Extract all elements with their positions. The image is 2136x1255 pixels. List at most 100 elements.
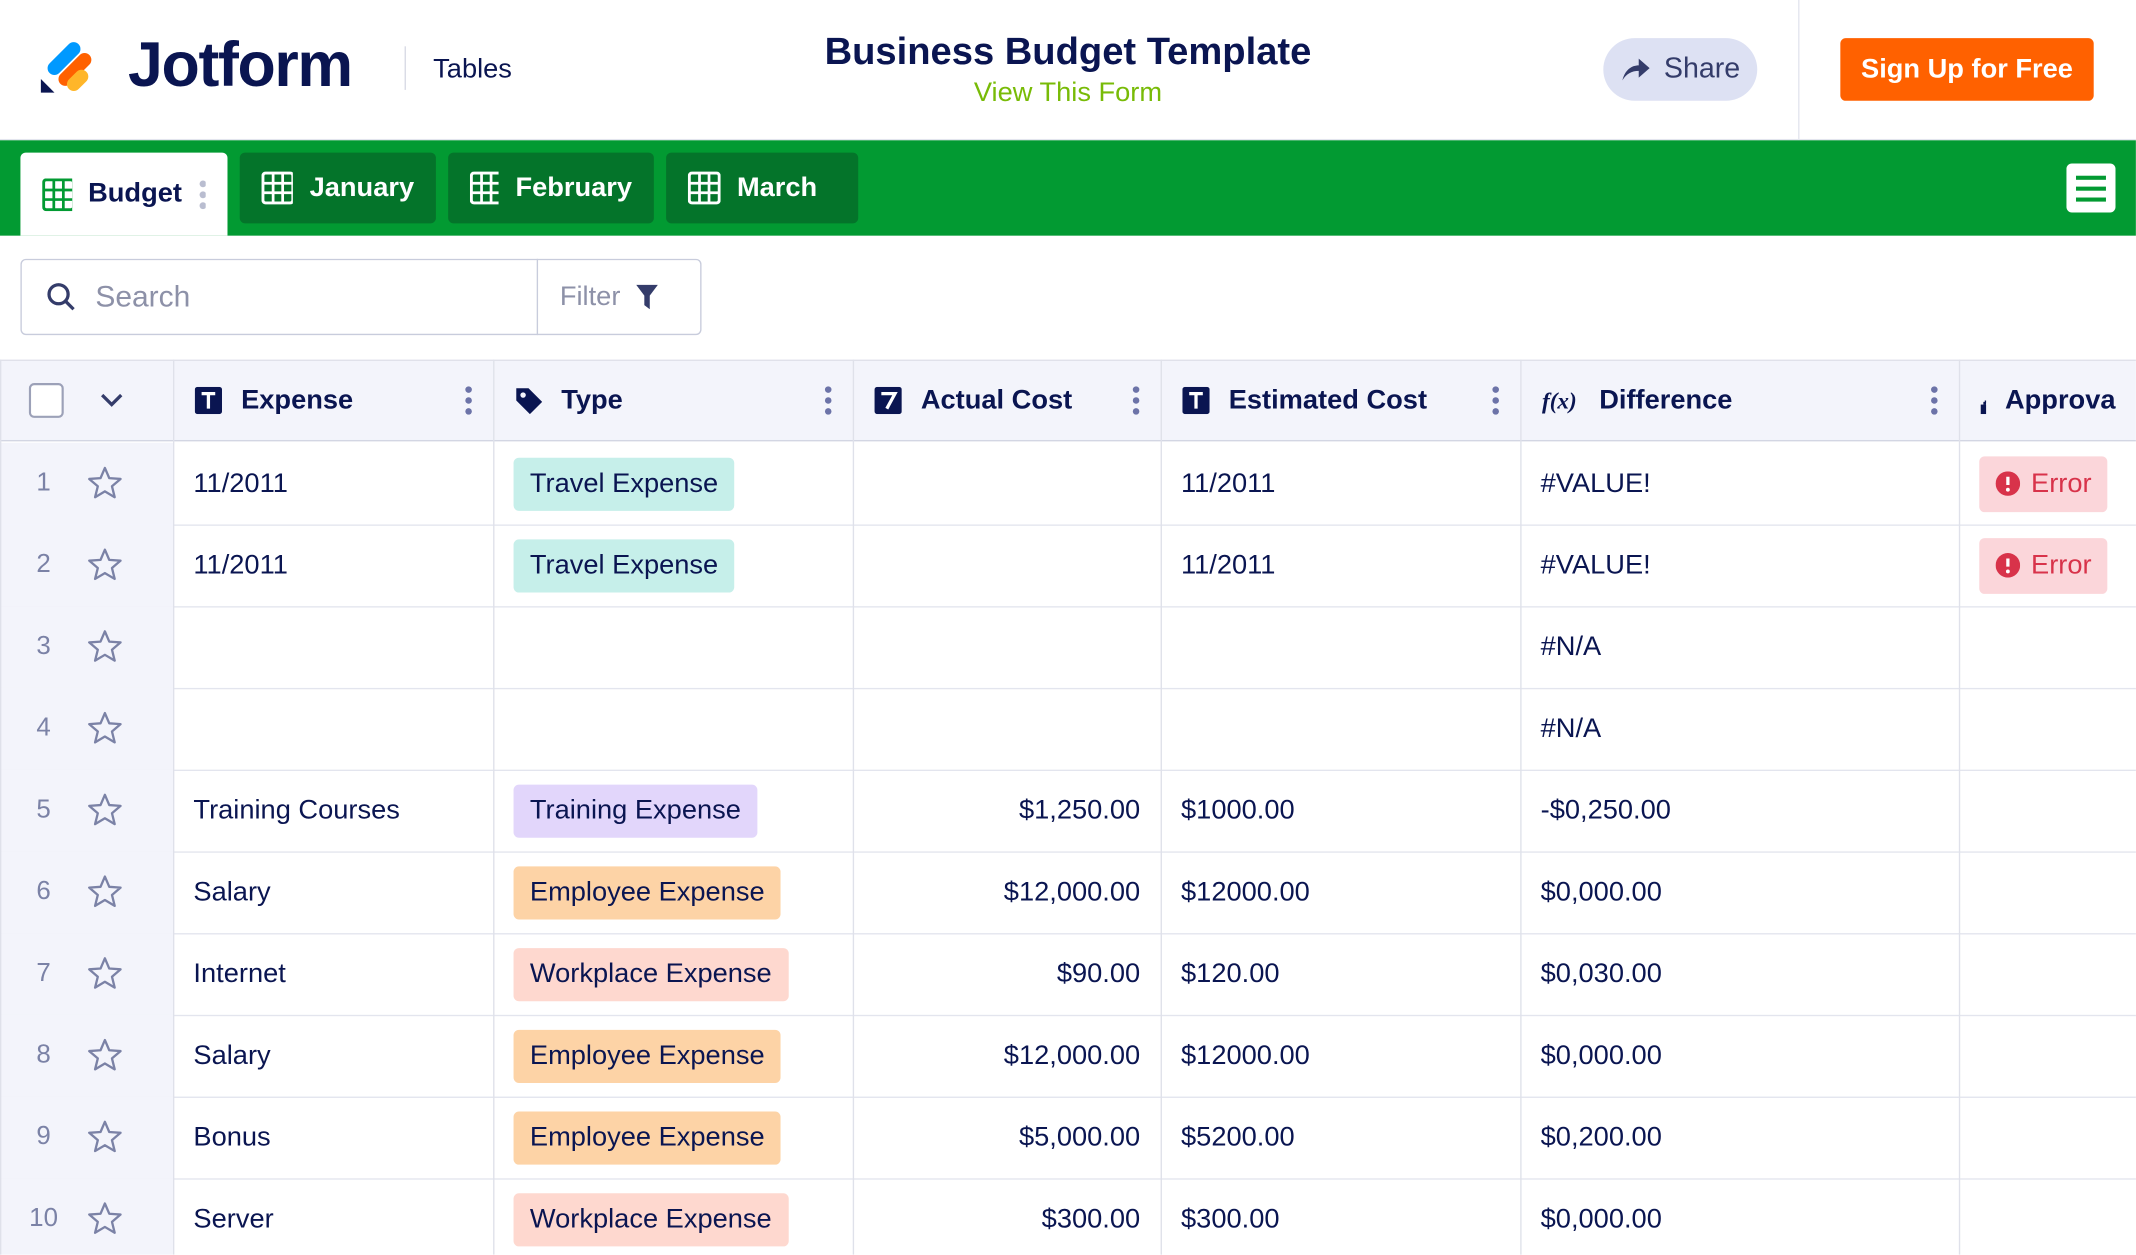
column-header[interactable]: Estimated Cost	[1161, 360, 1521, 442]
tab[interactable]: February	[448, 152, 654, 224]
difference-cell: #VALUE!	[1520, 443, 1959, 525]
signup-button[interactable]: Sign Up for Free	[1840, 38, 2094, 101]
top-bar: Jotform Tables Business Budget Template …	[0, 0, 2136, 141]
tab-icon	[261, 171, 294, 205]
view-form-link[interactable]: View This Form	[973, 77, 1163, 108]
search-icon	[47, 283, 75, 311]
expense-cell: Bonus	[173, 1097, 493, 1179]
type-tag: Workplace Expense	[513, 1192, 789, 1246]
tab[interactable]: January	[239, 152, 436, 224]
status-badge: Error	[1979, 537, 2108, 594]
star-button[interactable]	[87, 956, 122, 991]
menu-button[interactable]	[2066, 163, 2116, 213]
column-menu	[824, 386, 832, 415]
column-header[interactable]: f(x) Difference	[1520, 360, 1959, 442]
expense-value: Internet	[193, 958, 286, 989]
search-box[interactable]: Search Filter	[20, 258, 702, 336]
row-line	[0, 933, 2136, 935]
star-button[interactable]	[87, 711, 122, 746]
estimated-cell: $5200.00	[1161, 1097, 1521, 1179]
actual-cell: $12,000.00	[853, 851, 1161, 933]
row-gutter	[0, 442, 173, 525]
column-header[interactable]: Type	[493, 360, 853, 442]
column-title: Actual Cost	[920, 384, 1073, 415]
star-icon	[88, 711, 122, 744]
row-line	[0, 1178, 2136, 1180]
divider	[1798, 0, 1800, 139]
row-number: 6	[36, 877, 51, 906]
column-title: Expense	[241, 384, 354, 415]
difference-value: #VALUE!	[1540, 549, 1651, 580]
search-placeholder: Search	[95, 279, 191, 314]
row-gutter	[0, 606, 173, 688]
actual-value: $300.00	[1041, 1203, 1141, 1234]
difference-value: $0,030.00	[1540, 958, 1662, 989]
difference-value: $0,000.00	[1540, 1040, 1662, 1071]
estimated-cell: $12000.00	[1161, 1015, 1521, 1097]
star-button[interactable]	[87, 875, 122, 910]
column-menu	[1931, 386, 1938, 415]
expense-cell: Salary	[173, 851, 493, 933]
share-button[interactable]: Share	[1603, 38, 1758, 101]
star-icon	[88, 466, 122, 499]
expense-value: 11/2011	[193, 467, 288, 498]
select-checkbox	[28, 383, 64, 418]
row-gutter	[0, 1178, 173, 1255]
filter-button[interactable]: Filter	[536, 258, 681, 336]
row-number-cell: 7	[0, 933, 173, 1015]
approval-cell: Error	[1959, 524, 2136, 606]
estimated-cell: 11/2011	[1161, 443, 1521, 525]
expense-cell: Internet	[173, 933, 493, 1015]
logo-icon	[40, 42, 92, 93]
star-button[interactable]	[87, 1120, 122, 1155]
type-tag: Workplace Expense	[513, 947, 789, 1001]
difference-cell: $0,000.00	[1520, 851, 1959, 933]
row-line	[0, 687, 2136, 690]
tab[interactable]: Budget	[20, 152, 228, 236]
star-icon	[88, 875, 122, 908]
column-divider	[1520, 359, 1522, 1255]
star-button[interactable]	[87, 629, 122, 664]
type-cell: Workplace Expense	[493, 1178, 853, 1254]
row-number: 7	[36, 958, 51, 988]
star-button[interactable]	[87, 1038, 122, 1073]
star-button[interactable]	[87, 1201, 122, 1236]
tab[interactable]: March	[666, 152, 859, 224]
estimated-value: $12000.00	[1181, 876, 1310, 907]
row-gutter	[0, 1096, 173, 1179]
column-icon	[1182, 386, 1210, 415]
column-header[interactable]: Expense	[173, 360, 493, 442]
star-icon	[88, 548, 122, 581]
divider	[404, 46, 406, 90]
star-button[interactable]	[87, 466, 122, 501]
column-menu	[1492, 386, 1499, 415]
error-icon	[1995, 471, 2021, 496]
type-tag: Employee Expense	[513, 1029, 781, 1083]
column-divider	[852, 359, 855, 1255]
column-header[interactable]: Actual Cost	[853, 360, 1161, 442]
actual-value: $12,000.00	[1003, 1040, 1141, 1071]
type-cell: Training Expense	[493, 770, 853, 852]
actual-value: $1,250.00	[1018, 794, 1141, 825]
type-cell: Travel Expense	[493, 443, 853, 525]
expense-value: 11/2011	[193, 549, 288, 580]
star-icon	[88, 1120, 122, 1153]
star-button[interactable]	[87, 548, 122, 583]
row-number: 3	[36, 632, 51, 661]
tab-icon	[469, 171, 500, 205]
approval-cell: Error	[1959, 443, 2136, 525]
type-tag: Employee Expense	[513, 1110, 781, 1164]
star-button[interactable]	[87, 793, 122, 828]
column-title: Type	[561, 384, 623, 415]
expense-value: Salary	[193, 876, 271, 907]
difference-cell: $0,030.00	[1520, 933, 1959, 1015]
difference-value: $0,000.00	[1540, 876, 1662, 907]
column-header[interactable]: Approva	[1959, 360, 2136, 442]
column-menu	[1132, 386, 1140, 415]
actual-value: $90.00	[1056, 958, 1141, 989]
difference-cell: $0,000.00	[1520, 1178, 1959, 1254]
actual-cell: $12,000.00	[853, 1015, 1161, 1097]
type-tag: Travel Expense	[513, 457, 735, 511]
column-divider	[493, 359, 495, 1255]
difference-cell: $0,200.00	[1520, 1097, 1959, 1179]
